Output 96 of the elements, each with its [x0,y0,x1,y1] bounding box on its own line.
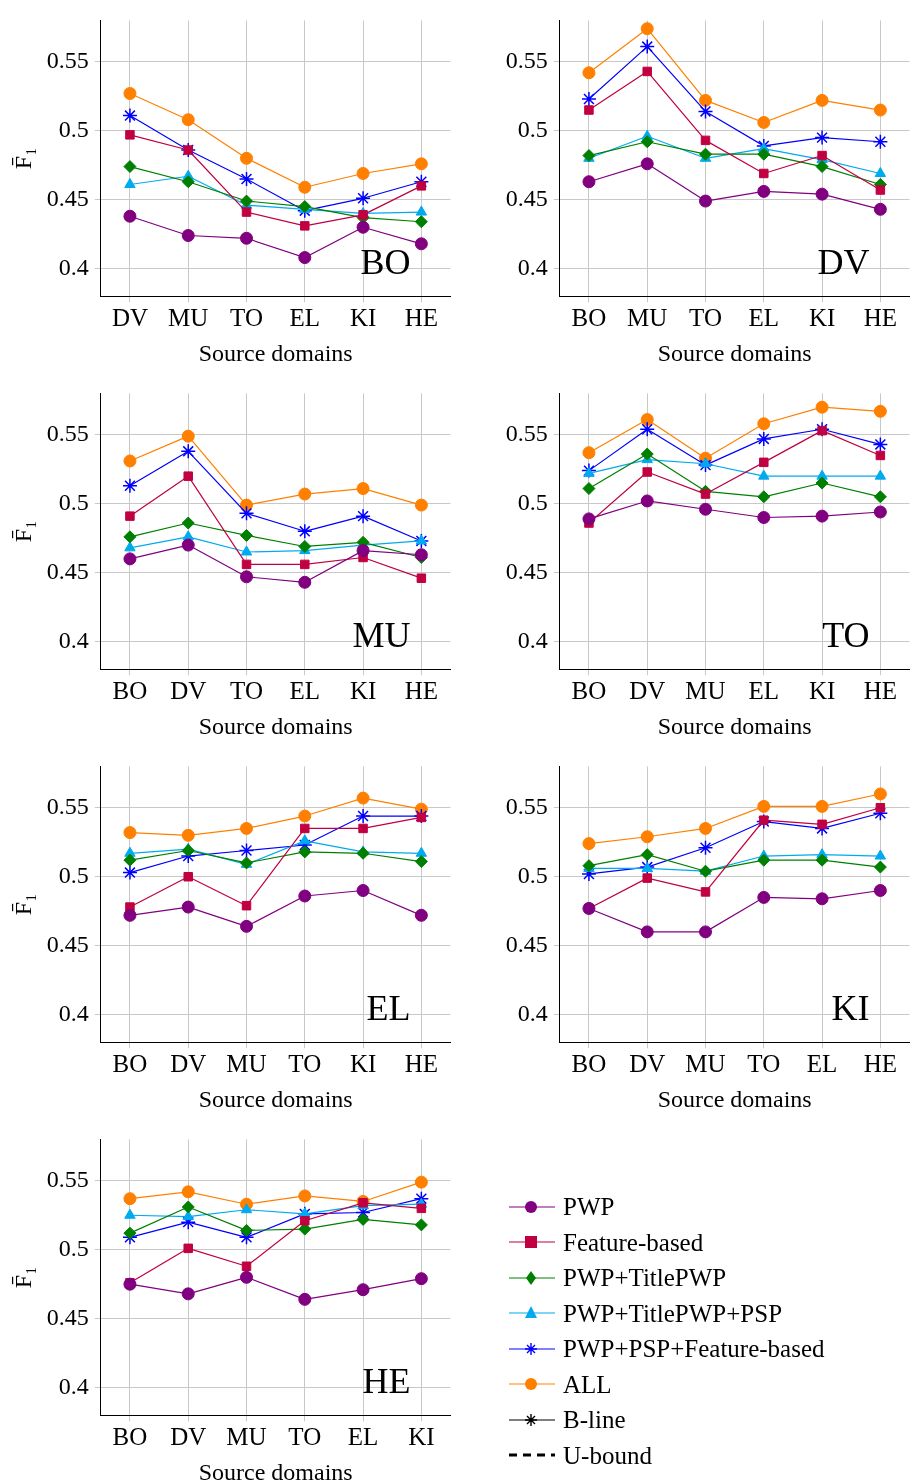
y-tick-label: 0.4 [58,253,89,280]
legend-label: PWP+TitlePWP [563,1263,727,1293]
annotation: MU [352,615,411,656]
x-tick-label: DV [170,1422,207,1450]
y-axis-title: F̄₁ [9,147,36,170]
y-tick-label: 0.5 [517,862,548,889]
legend-label: Feature-based [563,1227,704,1258]
x-tick-label: HE [404,303,439,331]
x-tick-label: BO [571,1049,607,1077]
x-tick-label: EL [806,1049,838,1077]
y-tick-label: 0.5 [58,489,89,516]
legend-label: PWP+TitlePWP+PSP [563,1298,783,1329]
y-tick-label: 0.55 [46,793,89,820]
x-tick-label: MU [685,1049,726,1077]
x-tick-label: MU [226,1049,267,1077]
x-tick-label: BO [571,303,607,331]
x-tick-label: EL [347,1422,379,1450]
annotation: EL [366,988,411,1029]
y-tick-label: 0.45 [46,1303,89,1330]
y-tick-label: 0.55 [46,420,89,447]
x-tick-label: TO [288,1049,322,1077]
y-tick-label: 0.45 [46,184,89,211]
x-axis-title: Source domains [657,1085,812,1112]
y-tick-label: 0.45 [46,930,89,957]
x-tick-label: HE [863,1049,898,1077]
y-tick-label: 0.4 [517,626,548,653]
x-tick-label: KI [408,1422,435,1450]
legend-label: ALL [563,1369,612,1400]
x-tick-label: KI [349,1049,377,1077]
x-tick-label: HE [404,676,439,704]
y-tick-label: 0.45 [505,930,548,957]
y-tick-label: 0.45 [505,184,548,211]
y-tick-label: 0.4 [58,999,89,1026]
y-axis-title: F̄₁ [9,893,36,916]
x-tick-label: TO [689,303,722,331]
x-tick-label: EL [289,303,321,331]
x-tick-label: EL [748,303,780,331]
x-tick-label: DV [170,1049,207,1077]
y-tick-label: 0.5 [58,116,89,143]
x-axis-title: Source domains [657,712,812,739]
y-tick-label: 0.4 [517,253,548,280]
x-tick-label: MU [168,303,209,331]
x-tick-label: KI [808,303,836,331]
x-tick-label: BO [571,676,607,704]
y-tick-label: 0.4 [58,626,89,653]
x-tick-label: HE [863,676,898,704]
annotation: DV [817,242,870,283]
legend-label: PWP+PSP+Feature-based [563,1334,825,1364]
x-tick-label: BO [112,1422,148,1450]
x-tick-label: EL [748,676,780,704]
legend-label: PWP [563,1192,615,1222]
x-tick-label: HE [404,1049,439,1077]
x-tick-label: BO [112,676,148,704]
y-tick-label: 0.55 [46,1166,89,1193]
annotation: BO [360,242,411,283]
y-tick-label: 0.45 [46,557,89,584]
x-tick-label: MU [627,303,668,331]
x-tick-label: DV [629,676,666,704]
y-tick-label: 0.4 [517,999,548,1026]
x-tick-label: MU [685,676,726,704]
x-tick-label: DV [170,676,207,704]
x-tick-label: KI [808,676,836,704]
x-axis-title: Source domains [198,1085,353,1112]
x-tick-label: EL [289,676,321,704]
x-tick-label: TO [230,676,263,704]
y-tick-label: 0.5 [517,116,548,143]
y-tick-label: 0.5 [517,489,548,516]
y-tick-label: 0.4 [58,1372,89,1399]
x-tick-label: DV [629,1049,666,1077]
y-tick-label: 0.5 [58,862,89,889]
x-axis-title: Source domains [198,1458,353,1481]
x-tick-label: TO [288,1422,322,1450]
legend-label: B-line [563,1405,626,1435]
legend-label: U-bound [563,1440,652,1471]
y-tick-label: 0.55 [505,420,548,447]
y-tick-label: 0.55 [46,47,89,74]
x-tick-label: HE [863,303,898,331]
y-tick-label: 0.45 [505,557,548,584]
y-tick-label: 0.55 [505,47,548,74]
annotation: TO [822,615,870,656]
annotation: KI [831,988,870,1029]
y-tick-label: 0.55 [505,793,548,820]
x-tick-label: TO [230,303,263,331]
x-tick-label: BO [112,1049,148,1077]
x-tick-label: KI [349,676,377,704]
x-axis-title: Source domains [198,339,353,366]
annotation: HE [362,1361,411,1402]
y-tick-label: 0.5 [58,1235,89,1262]
x-tick-label: MU [226,1422,267,1450]
x-tick-label: DV [111,303,148,331]
x-tick-label: KI [349,303,377,331]
x-axis-title: Source domains [198,712,353,739]
x-tick-label: TO [747,1049,781,1077]
y-axis-title: F̄₁ [9,520,36,543]
x-axis-title: Source domains [657,339,812,366]
y-axis-title: F̄₁ [9,1266,36,1289]
